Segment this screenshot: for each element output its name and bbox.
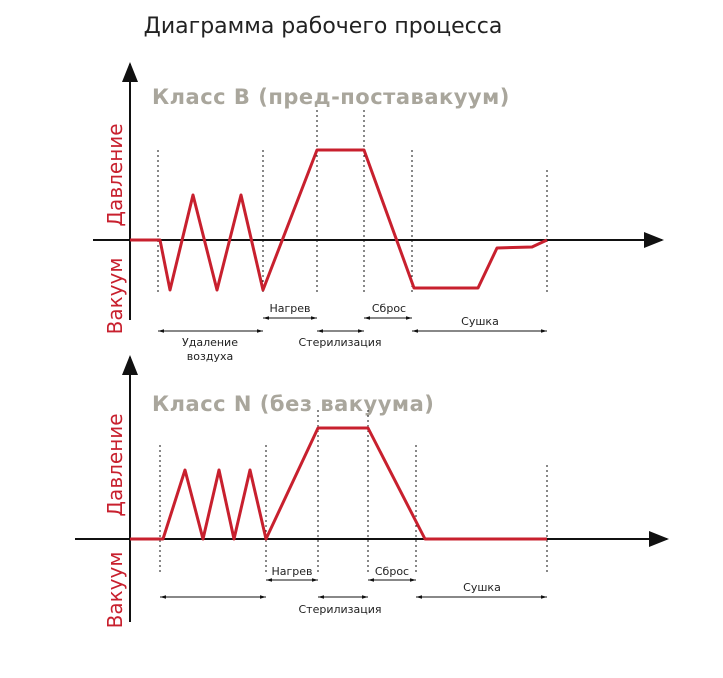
phase-ranges [160, 578, 547, 599]
phase-label: Нагрев [271, 565, 312, 578]
phase-label: Нагрев [269, 302, 310, 315]
phase-label: Сброс [375, 565, 409, 578]
axis-label: Давление [103, 123, 127, 226]
axis-label: Вакуум [103, 258, 127, 335]
axis-label: Вакуум [103, 552, 127, 629]
panel: Класс N (без вакуума) Давление Вакуум На… [75, 355, 669, 629]
phase-label: Сброс [372, 302, 406, 315]
phase-dividers [157, 110, 548, 292]
panel: Класс B (пред-поставакуум) Давление Ваку… [93, 62, 664, 363]
phase-label: Удаление [182, 336, 238, 349]
phase-dividers [159, 410, 548, 572]
phase-label: Стерилизация [298, 336, 381, 349]
process-curve [130, 148, 548, 292]
phase-label: Сушка [461, 315, 499, 328]
class-label: Класс B (пред-поставакуум) [152, 85, 510, 109]
phase-label: Сушка [463, 581, 501, 594]
title: Диаграмма рабочего процесса [144, 14, 503, 39]
class-label: Класс N (без вакуума) [152, 392, 434, 416]
phase-label: Стерилизация [298, 603, 381, 616]
phase-label: воздуха [187, 350, 233, 363]
axis-label: Давление [103, 413, 127, 516]
phase-ranges [158, 316, 547, 333]
process-curve [130, 426, 547, 541]
